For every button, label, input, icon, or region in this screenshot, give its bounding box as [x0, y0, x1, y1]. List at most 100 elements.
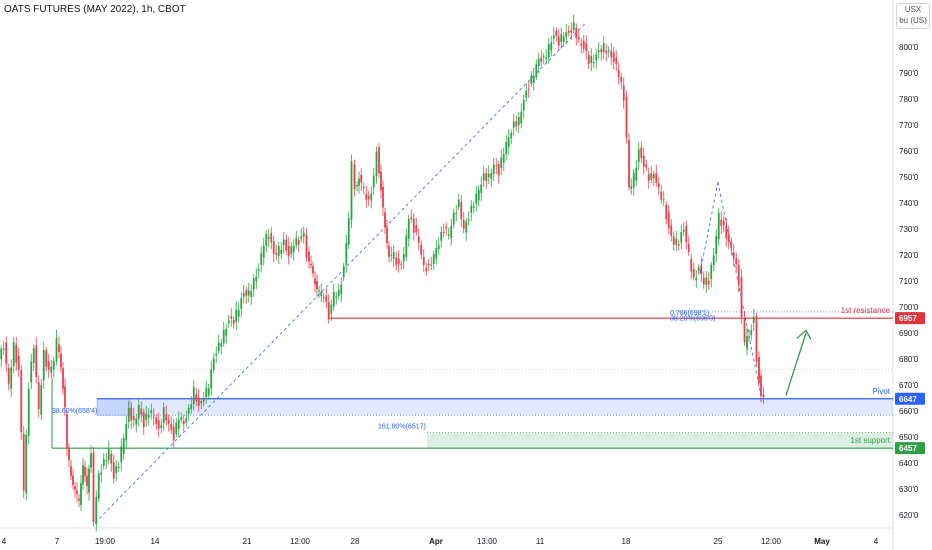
candle-body — [628, 140, 630, 188]
candle-body — [748, 336, 750, 338]
candle-body — [740, 277, 743, 318]
candle-body — [615, 57, 618, 64]
candle-body — [717, 212, 720, 240]
candle-body — [705, 277, 708, 285]
candle-body — [137, 404, 140, 419]
candle-body — [267, 236, 270, 239]
candle-body — [758, 356, 760, 383]
candle-body — [66, 414, 68, 448]
price-tick-label: 780'0 — [899, 95, 919, 104]
candle-body — [358, 178, 360, 186]
candle-body — [325, 295, 328, 302]
candle-body — [207, 388, 210, 396]
candle-body — [170, 424, 173, 431]
candle-body — [237, 309, 240, 317]
candle-body — [340, 284, 343, 295]
candle-body — [602, 43, 605, 53]
trend-line — [699, 182, 719, 274]
candle-body — [527, 88, 530, 90]
candle-body — [537, 58, 540, 66]
candle-body — [652, 174, 655, 179]
candle-body — [260, 253, 263, 265]
time-tick-label: 4 — [2, 537, 7, 546]
candle-body — [562, 36, 565, 42]
candle-body — [64, 386, 66, 408]
candle-body — [415, 225, 418, 233]
candle-body — [78, 498, 80, 501]
candle-body — [308, 251, 310, 262]
candle-body — [86, 476, 88, 487]
time-tick-label: 21 — [243, 537, 252, 546]
candle-body — [60, 353, 62, 368]
candle-body — [182, 420, 185, 425]
candle-body — [437, 245, 440, 250]
candle-body — [227, 320, 230, 324]
level-label: 1st support — [850, 436, 890, 445]
candle-body — [270, 232, 273, 243]
candle-body — [160, 424, 163, 429]
candle-body — [356, 185, 358, 187]
price-tick-label: 700'0 — [899, 303, 919, 312]
candle-body — [95, 497, 98, 524]
candle-body — [107, 448, 110, 461]
candle-body — [378, 147, 380, 174]
candle-body — [677, 244, 680, 246]
candle-body — [102, 459, 105, 467]
candle-body — [335, 296, 338, 298]
fib-label: 0.786(698'1) — [670, 310, 709, 317]
candle-body — [282, 239, 285, 246]
candle-body — [314, 278, 316, 285]
candle-body — [567, 31, 570, 33]
candle-body — [365, 193, 368, 200]
candle-body — [250, 291, 253, 298]
price-tick-label: 750'0 — [899, 173, 919, 182]
candle-body — [607, 50, 610, 52]
candle-body — [725, 225, 728, 239]
candle-body — [84, 466, 86, 477]
level-label: 1st resistance — [841, 306, 891, 315]
currency-unit-selector[interactable]: USX bu (US) — [896, 3, 930, 29]
candle-body — [660, 191, 663, 200]
candle-body — [202, 399, 205, 402]
candle-body — [465, 221, 468, 233]
candle-body — [727, 233, 730, 242]
candle-body — [495, 165, 498, 167]
candle-body — [417, 236, 420, 243]
candle-body — [72, 475, 74, 485]
candle-body — [5, 342, 8, 364]
candle-body — [222, 329, 225, 344]
candle-body — [172, 426, 175, 441]
candle-body — [257, 268, 260, 271]
fib-label: 38.20%(696'0) — [670, 315, 715, 322]
candle-body — [277, 245, 280, 256]
candle-body — [697, 267, 700, 271]
candle-body — [430, 264, 433, 266]
candle-body — [685, 225, 688, 243]
candle-body — [400, 264, 403, 266]
candle-body — [15, 344, 18, 363]
candle-body — [382, 186, 384, 208]
candle-body — [290, 246, 293, 255]
candle-body — [287, 245, 290, 257]
time-tick-label: 25 — [714, 537, 723, 546]
candle-body — [507, 137, 510, 147]
time-tick-label: 4 — [874, 537, 879, 546]
candle-body — [195, 394, 198, 401]
candle-body — [230, 316, 233, 319]
candle-body — [392, 252, 395, 259]
price-tick-label: 630'0 — [899, 485, 919, 494]
candle-body — [440, 231, 443, 241]
candle-body — [192, 386, 195, 405]
candle-body — [82, 465, 84, 485]
trend-line — [94, 23, 586, 524]
candle-body — [505, 142, 508, 154]
candle-body — [155, 417, 158, 425]
candle-body — [590, 56, 593, 63]
trend-line — [717, 182, 763, 401]
candle-body — [318, 290, 320, 292]
candle-body — [205, 387, 208, 398]
candle-body — [420, 244, 423, 256]
candle-body — [312, 266, 314, 274]
price-tick-label: 620'0 — [899, 511, 919, 520]
